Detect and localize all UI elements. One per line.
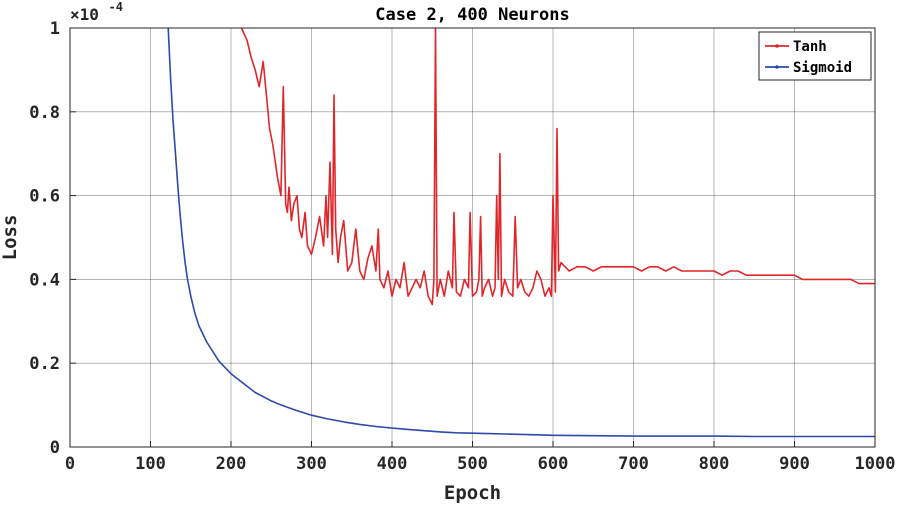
x-tick-label: 200 — [216, 454, 247, 474]
legend-marker-sigmoid — [775, 65, 779, 69]
y-tick-label: 0.6 — [29, 187, 60, 207]
legend-label-sigmoid: Sigmoid — [793, 60, 852, 76]
y-tick-label: 0.4 — [29, 270, 60, 290]
series-line-tanh — [240, 27, 875, 306]
y-tick-label: 0.8 — [29, 103, 60, 123]
x-tick-label: 700 — [618, 454, 649, 474]
x-tick-label: 100 — [135, 454, 166, 474]
tick-labels: 0 100 200 300 400 500 600 700 800 900 1000 0 0.2 0.4 0… — [29, 19, 895, 474]
y-axis-exponent: ×10 -4 — [70, 0, 123, 24]
x-tick-label: 600 — [538, 454, 569, 474]
y-tick-label: 0.2 — [29, 354, 60, 374]
x-tick-label: 500 — [457, 454, 488, 474]
x-axis-title: Epoch — [444, 482, 501, 504]
y-tick-label: 0 — [50, 438, 60, 458]
x-tick-label: 1000 — [855, 454, 896, 474]
series-line-sigmoid — [167, 27, 875, 438]
x-tick-label: 300 — [296, 454, 327, 474]
legend: Tanh Sigmoid — [758, 31, 872, 81]
legend-marker-tanh — [775, 44, 779, 48]
y-axis-exponent-base: ×10 — [70, 5, 99, 24]
chart-title: Case 2, 400 Neurons — [375, 5, 569, 25]
y-axis-title: Loss — [0, 215, 21, 261]
plot-border — [69, 27, 876, 448]
x-tick-label: 0 — [65, 454, 75, 474]
y-axis-exponent-power: -4 — [109, 0, 123, 14]
x-tick-label: 400 — [377, 454, 408, 474]
x-tick-label: 800 — [699, 454, 730, 474]
y-tick-label: 1 — [50, 19, 60, 39]
legend-box — [758, 31, 872, 81]
x-tick-label: 900 — [779, 454, 810, 474]
legend-label-tanh: Tanh — [793, 39, 827, 55]
series-layer — [167, 27, 875, 438]
